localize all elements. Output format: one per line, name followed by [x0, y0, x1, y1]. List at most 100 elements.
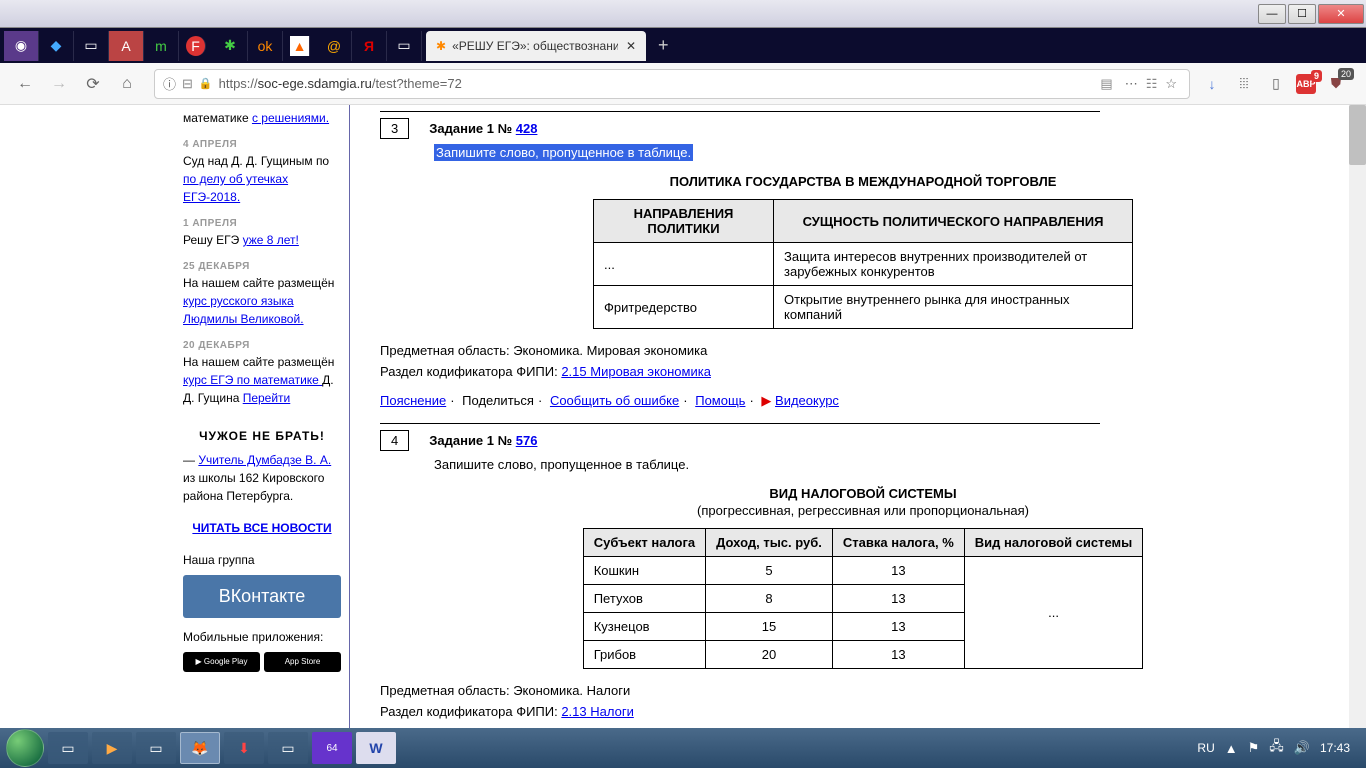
abp-icon[interactable]: ABP9 [1296, 74, 1316, 94]
fipi-link[interactable]: 2.15 Мировая экономика [561, 364, 711, 379]
sidebar-text: математике [183, 111, 252, 125]
lock-icon[interactable]: 🔒 [199, 77, 213, 90]
share-link[interactable]: Поделиться [462, 393, 534, 408]
tracking-icon[interactable]: ⊟ [182, 76, 193, 92]
news-date: 1 АПРЕЛЯ [183, 216, 341, 231]
taskbar-item-firefox[interactable]: 🦊 [180, 732, 220, 764]
scroll-thumb[interactable] [1349, 105, 1366, 165]
bookmark-icon[interactable]: ☆ [1165, 76, 1177, 92]
tray-flag-icon[interactable]: ⚑ [1248, 740, 1260, 756]
clock[interactable]: 17:43 [1320, 741, 1350, 755]
taskbar-item[interactable]: ▭ [268, 732, 308, 764]
window-titlebar: — ☐ ✕ [0, 0, 1366, 28]
scrollbar[interactable] [1349, 105, 1366, 728]
tab-icon-10[interactable]: @ [317, 31, 352, 61]
new-tab-button[interactable]: + [658, 35, 669, 56]
tab-icon-11[interactable]: Я [352, 31, 387, 61]
task-instruction: Запишите слово, пропущенное в таблице. [434, 144, 693, 161]
author-prefix: — [183, 453, 198, 467]
report-error-link[interactable]: Сообщить об ошибке [550, 393, 679, 408]
info-icon[interactable]: ⓘ [163, 74, 176, 93]
tab-icon-2[interactable]: ◆ [39, 31, 74, 61]
task-title-prefix: Задание 1 № [429, 433, 516, 448]
table-header: Ставка налога, % [832, 529, 964, 557]
news-link[interactable]: по делу об утечках ЕГЭ-2018. [183, 172, 288, 204]
sync-icon[interactable]: ☷ [1146, 76, 1158, 92]
task-subtitle: ВИД НАЛОГОВОЙ СИСТЕМЫ [380, 486, 1346, 501]
help-link[interactable]: Помощь [695, 393, 745, 408]
table-header: НАПРАВЛЕНИЯ ПОЛИТИКИ [594, 200, 774, 243]
tray-network-icon[interactable]: 🖧 [1269, 737, 1284, 759]
taskbar-item[interactable]: ▶ [92, 732, 132, 764]
task-subtitle-2: (прогрессивная, регрессивная или пропорц… [380, 503, 1346, 518]
window-maximize-button[interactable]: ☐ [1288, 4, 1316, 24]
taskbar-item[interactable]: ⬇ [224, 732, 264, 764]
task-id-link[interactable]: 576 [516, 433, 538, 448]
home-button[interactable]: ⌂ [112, 69, 142, 99]
taskbar-item[interactable]: 64 [312, 732, 352, 764]
vk-button[interactable]: ВКонтакте [183, 575, 341, 618]
news-date: 25 ДЕКАБРЯ [183, 259, 341, 274]
tray-up-icon[interactable]: ▲ [1225, 741, 1238, 756]
news-link[interactable]: уже 8 лет! [243, 233, 299, 247]
video-link[interactable]: Видеокурс [775, 393, 839, 408]
table-cell: 5 [706, 557, 833, 585]
author-info: из школы 162 Кировского района Петербург… [183, 469, 341, 505]
back-button[interactable]: ← [10, 69, 40, 99]
table-cell: Открытие внутреннего рынка для иностранн… [774, 286, 1133, 329]
explanation-link[interactable]: Пояснение [380, 393, 446, 408]
window-close-button[interactable]: ✕ [1318, 4, 1364, 24]
tab-icon-6[interactable]: F [186, 36, 206, 56]
reload-button[interactable]: ⟳ [78, 69, 108, 99]
url-bar[interactable]: ⓘ ⊟ 🔒 https://soc-ege.sdamgia.ru/test?th… [154, 69, 1190, 99]
news-link[interactable]: Перейти [243, 391, 291, 405]
tab-icon-12[interactable]: ▭ [387, 31, 422, 61]
play-icon: ▶ [761, 393, 771, 408]
sidebar-link-solutions[interactable]: с решениями. [252, 111, 329, 125]
read-all-link[interactable]: ЧИТАТЬ ВСЕ НОВОСТИ [183, 519, 341, 537]
news-date: 4 АПРЕЛЯ [183, 137, 341, 152]
tab-close-icon[interactable]: ✕ [626, 39, 636, 53]
table-header: Субъект налога [583, 529, 705, 557]
browser-toolbar: ← → ⟳ ⌂ ⓘ ⊟ 🔒 https://soc-ege.sdamgia.ru… [0, 63, 1366, 105]
tab-icon-8[interactable]: ok [248, 31, 283, 61]
tab-active[interactable]: ✱ «РЕШУ ЕГЭ»: обществознание ✕ [426, 31, 646, 61]
url-prefix: https:// [219, 76, 258, 91]
tab-icon-1[interactable]: ◉ [4, 31, 39, 61]
more-icon[interactable]: ⋯ [1125, 76, 1138, 92]
sidebar-heading: ЧУЖОЕ НЕ БРАТЬ! [183, 427, 341, 445]
sidebar: математике с решениями. 4 АПРЕЛЯ Суд над… [175, 105, 350, 728]
table-cell: Грибов [583, 641, 705, 669]
tray-volume-icon[interactable]: 🔊 [1294, 740, 1310, 756]
table-cell: 13 [832, 585, 964, 613]
sidebar-icon[interactable]: ▯ [1264, 72, 1288, 96]
taskbar-item-word[interactable]: W [356, 732, 396, 764]
lang-indicator[interactable]: RU [1197, 741, 1214, 755]
task-table: НАПРАВЛЕНИЯ ПОЛИТИКИСУЩНОСТЬ ПОЛИТИЧЕСКО… [593, 199, 1133, 329]
reader-icon[interactable]: ▤ [1100, 76, 1112, 92]
task-instruction: Запишите слово, пропущенное в таблице. [434, 457, 1346, 472]
forward-button[interactable]: → [44, 69, 74, 99]
news-link[interactable]: курс русского языка Людмилы Великовой. [183, 294, 304, 326]
taskbar-item[interactable]: ▭ [136, 732, 176, 764]
taskbar-item[interactable]: ▭ [48, 732, 88, 764]
ublock-icon[interactable]: ⛊20 [1324, 72, 1348, 96]
news-link[interactable]: курс ЕГЭ по математике [183, 373, 322, 387]
tab-icon-9[interactable]: ▲ [290, 36, 310, 56]
task-id-link[interactable]: 428 [516, 121, 538, 136]
downloads-icon[interactable]: ↓ [1200, 72, 1224, 96]
start-button[interactable] [6, 729, 44, 767]
library-icon[interactable]: ⦙⦙⦙ [1232, 72, 1256, 96]
task-table: Субъект налога Доход, тыс. руб. Ставка н… [583, 528, 1144, 669]
app-store-badge[interactable]: App Store [264, 652, 341, 672]
table-cell: Защита интересов внутренних производител… [774, 243, 1133, 286]
google-play-badge[interactable]: ▶ Google Play [183, 652, 260, 672]
author-link[interactable]: Учитель Думбадзе В. А. [198, 453, 331, 467]
tab-icon-3[interactable]: ▭ [74, 31, 109, 61]
window-minimize-button[interactable]: — [1258, 4, 1286, 24]
table-cell: 13 [832, 557, 964, 585]
tab-icon-5[interactable]: m [144, 31, 179, 61]
tab-icon-7[interactable]: ✱ [213, 31, 248, 61]
tab-icon-4[interactable]: A [109, 31, 144, 61]
fipi-link[interactable]: 2.13 Налоги [561, 704, 634, 719]
